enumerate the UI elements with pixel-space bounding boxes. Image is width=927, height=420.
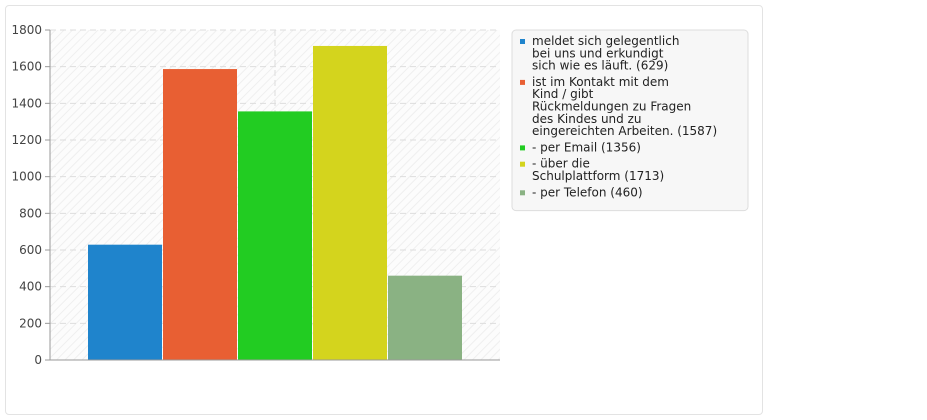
legend-swatch	[520, 39, 525, 44]
legend-swatch	[520, 79, 525, 85]
legend: meldet sich gelegentlich bei uns und erku…	[511, 29, 749, 212]
bar[interactable]	[238, 111, 312, 361]
y-tick-labels: 0 200 400 600 800 1000 1200 1400 1600 1800	[11, 23, 42, 367]
legend-label: - per Telefon (460)	[532, 185, 643, 199]
axes	[49, 30, 500, 361]
legend-item[interactable]: - per Email (1356)	[520, 140, 641, 154]
legend-label: ist im Kontakt mit dem Kind / gibt Rückmel…	[532, 75, 717, 138]
legend-item[interactable]: ist im Kontakt mit dem Kind / gibt Rückmel…	[520, 75, 717, 138]
y-tick-label: 0	[34, 353, 42, 367]
legend-item[interactable]: - per Telefon (460)	[520, 185, 643, 199]
y-tick-label: 800	[19, 206, 42, 220]
legend-item[interactable]: meldet sich gelegentlich bei uns und erku…	[520, 34, 679, 73]
bar[interactable]	[163, 69, 237, 361]
legend-label: - per Email (1356)	[532, 140, 641, 154]
bar[interactable]	[388, 275, 462, 360]
legend-box	[511, 29, 749, 212]
legend-label: - über die Schulplattform (1713)	[532, 157, 664, 183]
bar[interactable]	[313, 45, 387, 360]
legend-item[interactable]: - über die Schulplattform (1713)	[520, 157, 664, 183]
y-tick-label: 1200	[11, 133, 42, 147]
y-tick-label: 1600	[11, 60, 42, 74]
y-tick-label: 600	[19, 243, 42, 257]
y-tick-label: 400	[19, 280, 42, 294]
bars	[88, 45, 462, 361]
legend-swatch	[520, 145, 525, 151]
legend-swatch	[520, 190, 525, 196]
legend-label: meldet sich gelegentlich bei uns und erku…	[532, 34, 679, 73]
y-tick-label: 1400	[11, 96, 42, 110]
bar[interactable]	[88, 244, 162, 360]
y-tick-label: 200	[19, 316, 42, 330]
legend-swatch	[520, 161, 525, 167]
y-tick-label: 1800	[11, 23, 42, 37]
y-tick-label: 1000	[11, 170, 42, 184]
